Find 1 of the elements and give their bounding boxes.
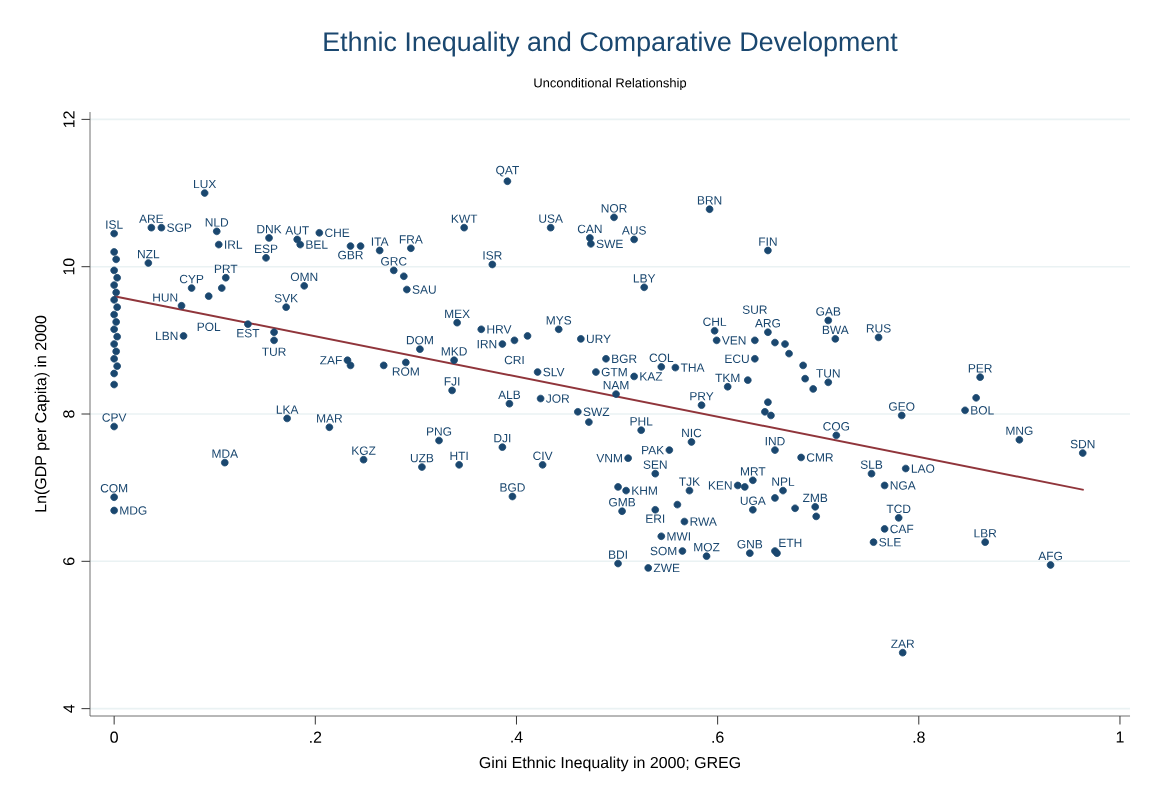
chart-title: Ethnic Inequality and Comparative Development	[324, 31, 898, 57]
